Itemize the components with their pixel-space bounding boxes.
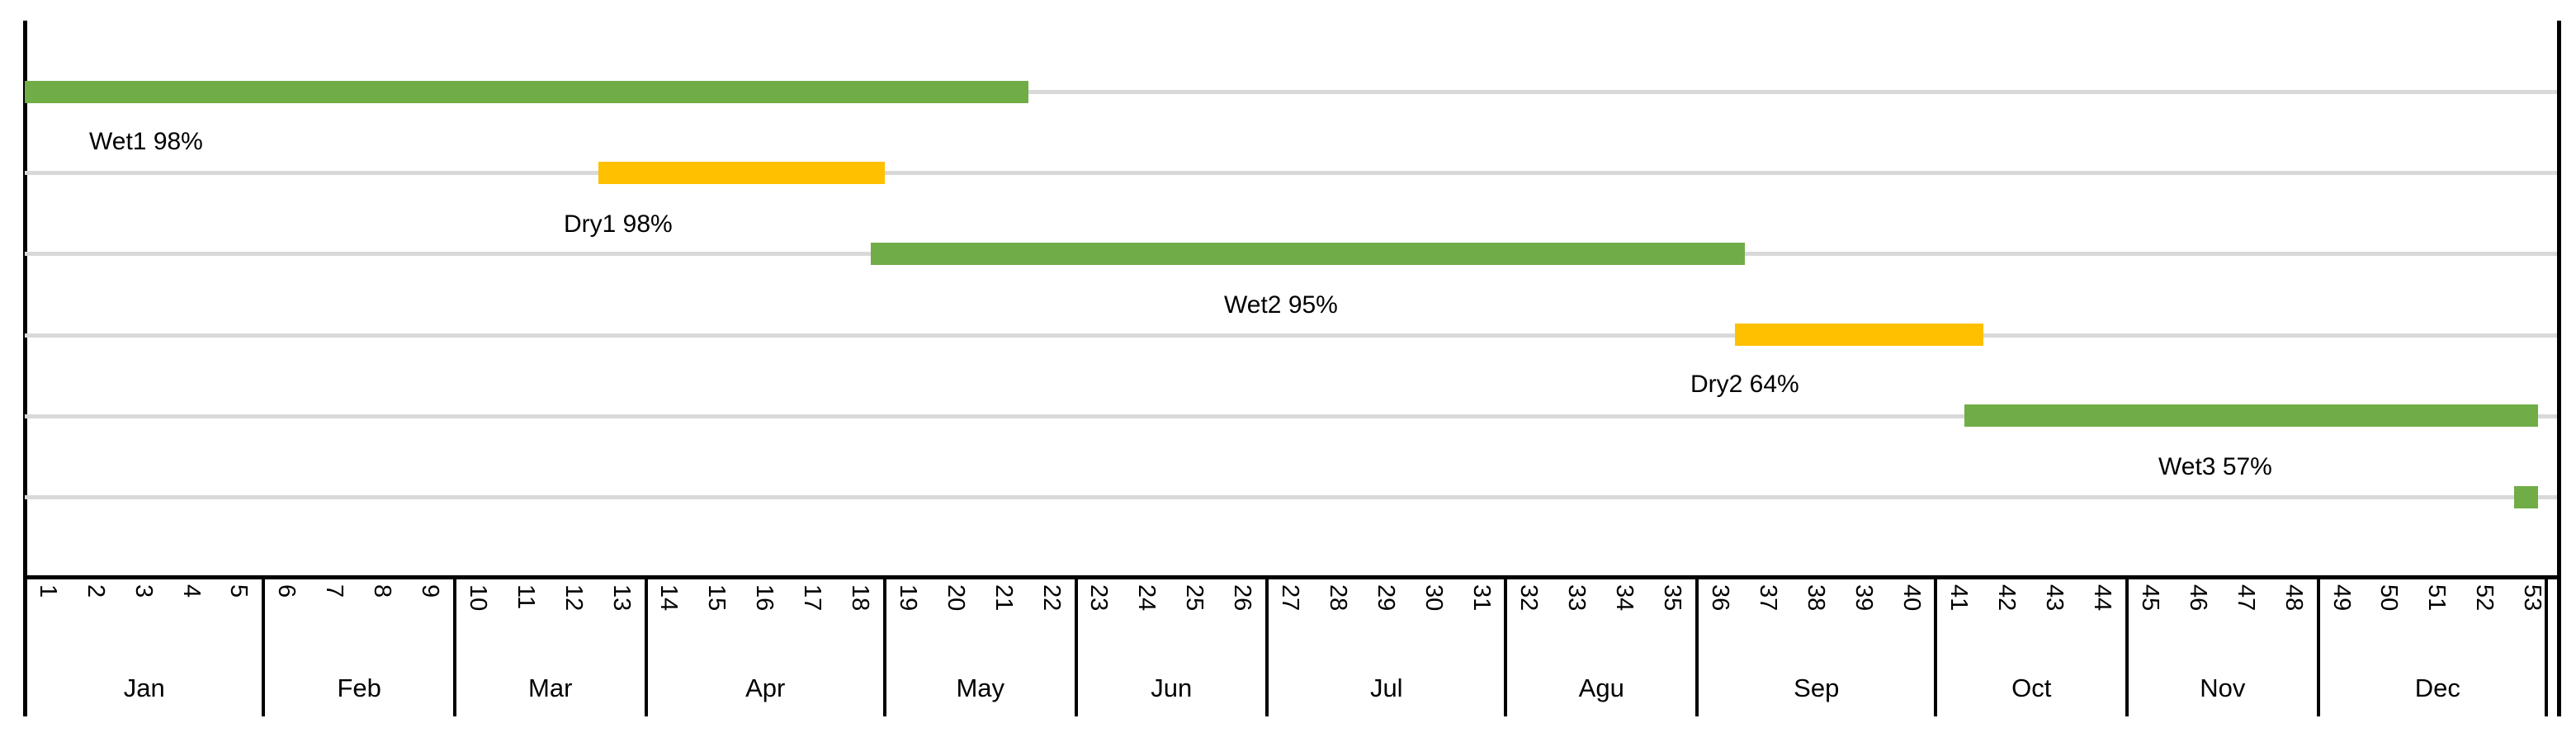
- week-tick-label: 22: [1037, 584, 1065, 612]
- gantt-bar-wet2: [870, 242, 1745, 265]
- week-tick-label: 10: [464, 584, 491, 612]
- week-tick-label: 48: [2280, 584, 2307, 612]
- month-label-jun: Jun: [1151, 673, 1193, 702]
- month-label-dec: Dec: [2414, 673, 2460, 702]
- week-tick-label: 23: [1085, 584, 1113, 612]
- month-label-feb: Feb: [337, 673, 381, 702]
- month-separator: [2545, 575, 2548, 716]
- week-tick-label: 26: [1229, 584, 1256, 612]
- month-label-may: May: [956, 673, 1005, 702]
- week-tick-label: 45: [2136, 584, 2163, 612]
- week-tick-label: 41: [1945, 584, 1973, 612]
- month-separator: [2125, 575, 2129, 716]
- week-tick-label: 32: [1515, 584, 1543, 612]
- month-label-jul: Jul: [1369, 673, 1403, 702]
- week-tick-label: 34: [1611, 584, 1638, 612]
- week-tick-label: 30: [1420, 584, 1447, 612]
- row-gridline: [25, 333, 2557, 338]
- week-tick-label: 12: [560, 584, 587, 612]
- week-tick-label: 43: [2041, 584, 2068, 612]
- week-tick-label: 15: [703, 584, 730, 612]
- week-tick-label: 20: [942, 584, 969, 612]
- week-tick-label: 40: [1898, 584, 1925, 612]
- week-tick-label: 53: [2519, 584, 2546, 612]
- week-tick-label: 44: [2089, 584, 2116, 612]
- week-tick-label: 29: [1372, 584, 1399, 612]
- week-tick-label: 1: [34, 584, 61, 598]
- month-separator: [452, 575, 456, 716]
- week-tick-label: 39: [1850, 584, 1877, 612]
- month-label-agu: Agu: [1578, 673, 1624, 702]
- week-tick-label: 31: [1468, 584, 1495, 612]
- week-tick-label: 28: [1324, 584, 1351, 612]
- week-tick-label: 24: [1133, 584, 1160, 612]
- bar-label-wet3: Wet3 57%: [2148, 448, 2282, 486]
- week-tick-label: 50: [2375, 584, 2403, 612]
- gantt-bar-wet3: [1964, 404, 2538, 428]
- month-separator: [2316, 575, 2320, 716]
- gantt-bar-dry2: [1735, 324, 1984, 347]
- week-tick-label: 2: [82, 584, 109, 598]
- month-separator: [262, 575, 266, 716]
- week-tick-label: 37: [1754, 584, 1781, 612]
- week-tick-label: 33: [1563, 584, 1591, 612]
- week-tick-label: 27: [1277, 584, 1303, 612]
- week-tick-label: 13: [607, 584, 635, 612]
- week-tick-label: 18: [847, 584, 874, 612]
- month-separator: [1265, 575, 1269, 716]
- month-label-jan: Jan: [123, 673, 165, 702]
- week-tick-label: 51: [2423, 584, 2451, 612]
- month-label-oct: Oct: [2011, 673, 2052, 702]
- week-tick-label: 16: [751, 584, 778, 612]
- y-axis-line-left: [23, 21, 27, 716]
- week-tick-label: 25: [1181, 584, 1208, 612]
- bar-label-wet1: Wet1 98%: [79, 123, 213, 161]
- week-tick-label: 5: [225, 584, 253, 598]
- week-tick-label: 14: [655, 584, 683, 612]
- month-label-mar: Mar: [528, 673, 573, 702]
- y-axis-line-right: [2557, 21, 2561, 716]
- bar-label-dry2: Dry2 64%: [1680, 366, 1809, 404]
- week-tick-label: 42: [1993, 584, 2021, 612]
- gantt-bar-wet1: [25, 80, 1028, 103]
- month-label-nov: Nov: [2200, 673, 2246, 702]
- row-gridline: [25, 414, 2557, 418]
- week-tick-label: 3: [130, 584, 157, 598]
- week-tick-label: 8: [369, 584, 396, 598]
- week-tick-label: 21: [990, 584, 1017, 612]
- month-separator: [1695, 575, 1699, 716]
- week-tick-label: 6: [273, 584, 300, 598]
- week-tick-label: 38: [1802, 584, 1829, 612]
- row-gridline: [25, 90, 2557, 94]
- month-separator: [882, 575, 886, 716]
- week-tick-label: 35: [1659, 584, 1686, 612]
- row-gridline: [25, 171, 2557, 176]
- week-tick-label: 52: [2471, 584, 2498, 612]
- gantt-bar-marker: [2513, 485, 2538, 508]
- month-label-sep: Sep: [1794, 673, 1840, 702]
- month-separator: [1504, 575, 1508, 716]
- week-tick-label: 7: [321, 584, 348, 598]
- week-tick-label: 19: [894, 584, 921, 612]
- week-tick-label: 46: [2184, 584, 2211, 612]
- month-separator: [1934, 575, 1938, 716]
- week-tick-label: 4: [177, 584, 205, 598]
- bar-label-wet2: Wet2 95%: [1214, 286, 1348, 324]
- x-axis-line: [23, 575, 2561, 579]
- month-separator: [644, 575, 648, 716]
- month-separator: [1074, 575, 1078, 716]
- week-tick-label: 36: [1706, 584, 1733, 612]
- gantt-bar-dry1: [598, 161, 885, 184]
- week-tick-label: 49: [2328, 584, 2355, 612]
- bar-label-dry1: Dry1 98%: [554, 206, 683, 243]
- week-tick-label: 9: [417, 584, 444, 598]
- month-label-apr: Apr: [745, 673, 786, 702]
- week-tick-label: 11: [512, 584, 539, 610]
- row-gridline: [25, 495, 2557, 499]
- week-tick-label: 47: [2232, 584, 2259, 612]
- week-tick-label: 17: [799, 584, 826, 612]
